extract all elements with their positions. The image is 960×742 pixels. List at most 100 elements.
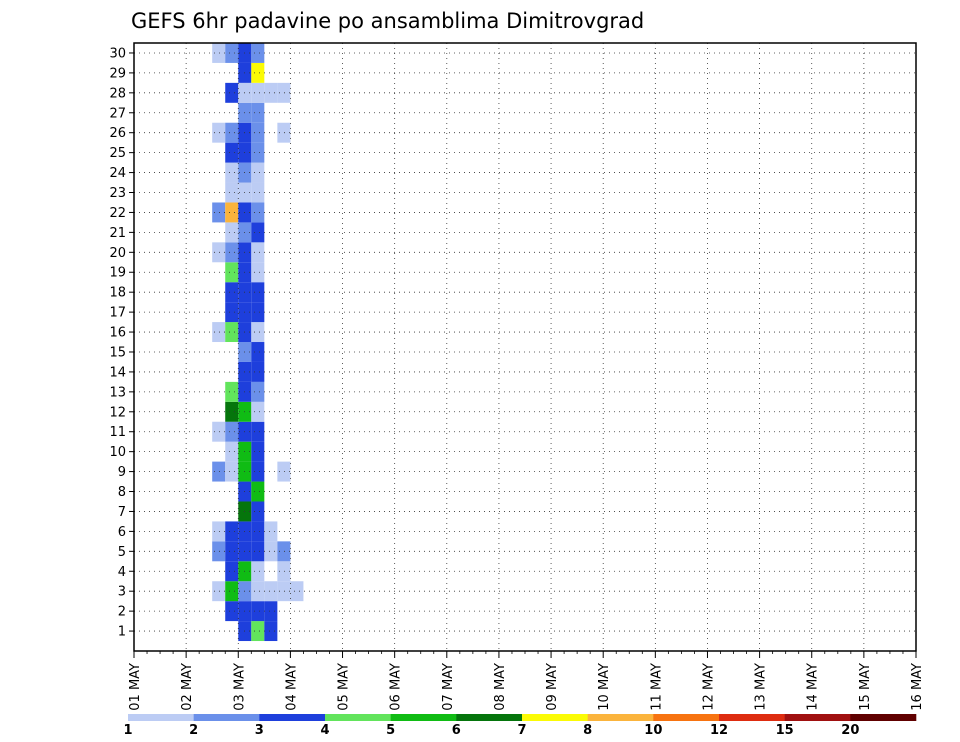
y-tick-label: 1 (118, 625, 126, 640)
precip-cell (225, 162, 239, 183)
x-tick-label: 15 MAY (858, 663, 873, 711)
y-tick-label: 20 (109, 246, 126, 261)
precip-cell (251, 242, 265, 263)
y-tick-label: 7 (118, 505, 126, 520)
precip-cell (251, 122, 265, 143)
y-tick-label: 11 (109, 425, 126, 440)
precip-cell (225, 202, 239, 223)
precip-cell (212, 202, 226, 223)
y-tick-label: 5 (118, 545, 126, 560)
precip-cell (225, 401, 239, 422)
precip-cell (225, 322, 239, 343)
colorbar: 1 2 3 4 5 6 7 8 10 12 15 20 (123, 714, 917, 738)
x-tick-label: 11 MAY (649, 663, 664, 711)
precip-cell (212, 541, 226, 562)
precip-cell (225, 43, 239, 63)
precip-cell (251, 342, 265, 362)
y-tick-label: 6 (118, 525, 126, 540)
y-tick-label: 9 (118, 465, 126, 480)
y-tick-label: 15 (109, 345, 126, 360)
precip-cell (264, 621, 278, 642)
precip-cell (225, 521, 239, 542)
colorbar-label: 12 (710, 723, 728, 738)
precip-cell (277, 461, 291, 482)
y-tick-label: 26 (109, 126, 126, 141)
precip-cell (251, 601, 265, 622)
colorbar-segment (128, 714, 194, 721)
precip-cell (251, 561, 265, 582)
colorbar-label: 3 (255, 723, 264, 738)
precip-cell (277, 541, 291, 562)
x-tick-label: 16 MAY (910, 663, 925, 711)
y-tick-label: 16 (109, 326, 126, 341)
colorbar-segment (784, 714, 851, 721)
precip-cell (251, 102, 265, 123)
precip-cell (251, 202, 265, 223)
precip-cell (225, 222, 239, 243)
precip-cell (225, 142, 239, 163)
x-tick-label: 03 MAY (232, 663, 247, 711)
precip-cell (251, 381, 265, 402)
precip-cell (225, 601, 239, 622)
x-axis: 01 MAY 02 MAY 03 MAY 04 MAY 05 MAY 06 MAY 07 M… (128, 651, 925, 711)
precip-cell (251, 361, 265, 382)
precip-cell (225, 581, 239, 602)
colorbar-label: 4 (320, 723, 329, 738)
precip-cell (212, 322, 226, 343)
colorbar-segment (719, 714, 785, 721)
precip-cell (212, 122, 226, 143)
x-tick-label: 08 MAY (493, 663, 508, 711)
precip-cell (251, 461, 265, 482)
precip-cell (251, 441, 265, 462)
precip-cell (251, 481, 265, 502)
precip-cell (225, 541, 239, 562)
precip-cell (212, 421, 226, 442)
precip-cell (264, 601, 278, 622)
y-tick-label: 3 (118, 585, 126, 600)
precip-cell (251, 162, 265, 183)
x-tick-label: 02 MAY (180, 663, 195, 711)
colorbar-segment (522, 714, 588, 721)
grid-lines (134, 43, 916, 651)
colorbar-label: 10 (644, 723, 662, 738)
precip-cell (251, 182, 265, 203)
colorbar-segment (653, 714, 720, 721)
precip-cell (277, 561, 291, 582)
precip-cell (251, 222, 265, 243)
colorbar-label: 20 (841, 723, 859, 738)
precip-cell (264, 521, 278, 542)
colorbar-label: 5 (386, 723, 395, 738)
heatmap-cells (212, 43, 304, 642)
precip-cell (251, 62, 265, 83)
y-tick-label: 18 (109, 286, 126, 301)
y-tick-label: 13 (109, 385, 126, 400)
x-tick-label: 09 MAY (545, 663, 560, 711)
y-tick-label: 10 (109, 445, 126, 460)
precip-cell (225, 262, 239, 283)
precip-cell (251, 82, 265, 103)
y-tick-label: 17 (109, 306, 126, 321)
y-tick-label: 30 (109, 46, 126, 61)
x-tick-label: 12 MAY (701, 663, 716, 711)
x-tick-label: 01 MAY (128, 663, 143, 711)
y-tick-label: 2 (118, 605, 126, 620)
precip-cell (277, 122, 291, 143)
x-tick-label: 13 MAY (754, 663, 769, 711)
colorbar-segment (193, 714, 260, 721)
precip-cell (212, 461, 226, 482)
precip-cell (212, 581, 226, 602)
precip-cell (225, 82, 239, 103)
y-tick-label: 29 (109, 66, 126, 81)
colorbar-segment (259, 714, 326, 721)
y-tick-label: 27 (109, 106, 126, 121)
colorbar-label: 6 (452, 723, 461, 738)
y-tick-label: 28 (109, 86, 126, 101)
y-tick-label: 22 (109, 206, 126, 221)
precip-cell (251, 282, 265, 303)
precip-cell (277, 581, 291, 602)
y-axis: 1234567891011121314151617181920212223242… (109, 46, 134, 640)
colorbar-label: 8 (583, 723, 592, 738)
y-tick-label: 25 (109, 146, 126, 161)
precip-cell (225, 461, 239, 482)
